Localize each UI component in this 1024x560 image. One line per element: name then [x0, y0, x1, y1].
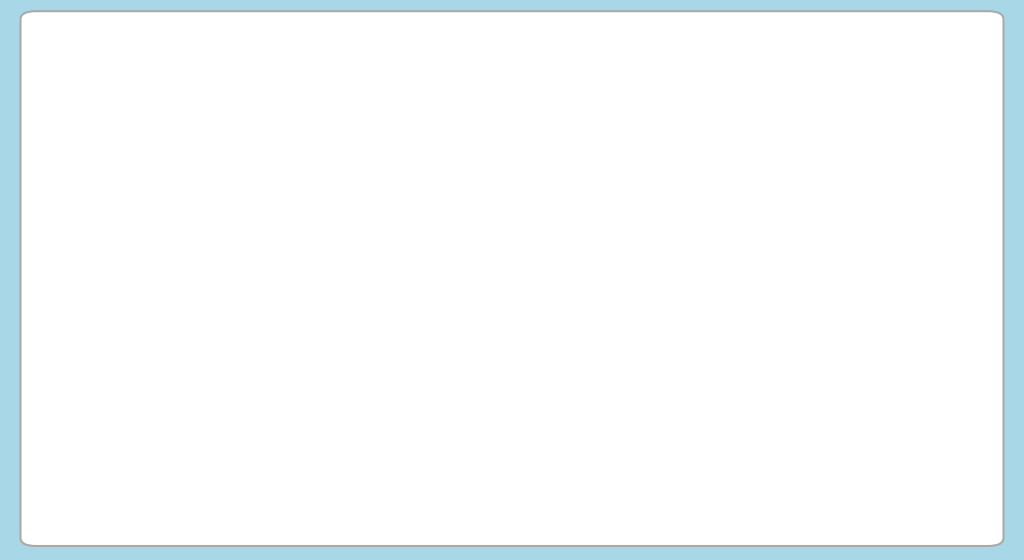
- Bar: [561, 226, 603, 276]
- Text: 3: 3: [402, 231, 447, 293]
- Text: OK: OK: [632, 274, 673, 298]
- Circle shape: [278, 29, 313, 65]
- Text: ▶⧟: ▶⧟: [288, 42, 302, 52]
- Bar: [556, 288, 608, 346]
- Text: =: =: [486, 268, 523, 311]
- Text: ▶⧟: ▶⧟: [137, 83, 148, 92]
- Circle shape: [130, 75, 156, 101]
- Text: ×3: ×3: [508, 163, 539, 183]
- FancyBboxPatch shape: [616, 256, 689, 316]
- Text: 5: 5: [402, 289, 447, 351]
- Text: Multiply the numerator and the denominator by the number given: Multiply the numerator and the denominat…: [163, 76, 947, 100]
- Text: Write the equivalent fraction: Write the equivalent fraction: [322, 26, 920, 68]
- Text: ×3: ×3: [503, 397, 534, 417]
